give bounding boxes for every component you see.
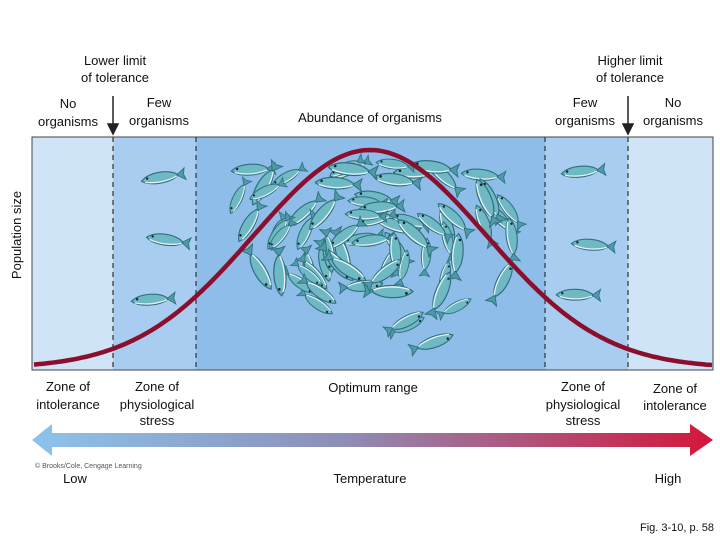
fish: [320, 247, 367, 282]
fish: [407, 333, 454, 358]
figure-ref: Fig. 3-10, p. 58: [640, 522, 714, 534]
fish: [140, 166, 188, 185]
zone-label: intolerance: [36, 397, 100, 412]
abundance-label: Abundance of organisms: [298, 110, 442, 125]
axis-low: Low: [63, 471, 87, 486]
fish: [560, 162, 607, 178]
abundance-label: No: [665, 95, 682, 110]
fish: [475, 178, 503, 229]
temperature-arrow: [32, 424, 713, 456]
fish: [328, 215, 369, 249]
zone-label: physiological: [120, 397, 195, 412]
abundance-label: Few: [573, 95, 598, 110]
fish: [327, 162, 380, 181]
lower-limit-label: Lower limit: [84, 53, 147, 68]
fish: [416, 213, 456, 245]
fish: [249, 176, 289, 200]
zone-label: Optimum range: [328, 380, 418, 395]
zone-label: Zone of: [653, 381, 697, 396]
zone-label: intolerance: [643, 398, 707, 413]
fish: [238, 198, 269, 243]
zone-intolerance-right: [628, 137, 713, 370]
abundance-label: organisms: [38, 114, 98, 129]
zone-label: Zone of: [561, 379, 605, 394]
fish: [229, 175, 253, 215]
fish: [130, 291, 177, 306]
fish: [309, 188, 347, 231]
abundance-label: organisms: [129, 113, 189, 128]
population-curve: [33, 147, 713, 368]
lower-limit-label: of tolerance: [81, 70, 149, 85]
fish: [295, 285, 333, 315]
fish: [393, 249, 410, 288]
fish: [437, 203, 476, 240]
fish: [460, 168, 507, 185]
abundance-label: Few: [147, 95, 172, 110]
fish: [269, 216, 299, 250]
fish: [270, 245, 287, 297]
fish: [296, 272, 337, 304]
fish: [239, 242, 272, 290]
fish: [373, 172, 423, 192]
fish: [145, 233, 192, 251]
axis-label: Temperature: [334, 471, 407, 486]
fish: [289, 256, 323, 286]
abundance-label: organisms: [643, 113, 703, 128]
zone-label: physiological: [546, 397, 621, 412]
abundance-label: No: [60, 96, 77, 111]
fish: [423, 271, 452, 321]
axis-high: High: [655, 471, 682, 486]
zone-label: stress: [140, 413, 175, 428]
fish: [570, 238, 617, 255]
fish: [381, 311, 424, 339]
fish: [314, 176, 363, 193]
limit-arrowhead: [106, 123, 120, 136]
higher-limit-label: Higher limit: [597, 53, 662, 68]
fish: [344, 209, 389, 224]
zone-label: Zone of: [46, 379, 90, 394]
fish: [447, 232, 464, 282]
fish: [397, 219, 440, 259]
fish: [555, 288, 602, 303]
panel-border: [31, 136, 714, 371]
credit: © Brooks/Cole, Cengage Learning: [35, 462, 142, 470]
zone-label: Zone of: [135, 379, 179, 394]
fish: [496, 194, 528, 232]
abundance-label: organisms: [555, 113, 615, 128]
fish: [434, 298, 472, 322]
fish-group: [130, 152, 617, 358]
zone-label: stress: [566, 413, 601, 428]
fish: [484, 261, 513, 308]
zone-intolerance-left: [32, 137, 113, 370]
limit-arrowhead: [621, 123, 635, 136]
higher-limit-label: of tolerance: [596, 70, 664, 85]
y-axis-label: Population size: [9, 191, 24, 279]
fish: [360, 259, 402, 294]
